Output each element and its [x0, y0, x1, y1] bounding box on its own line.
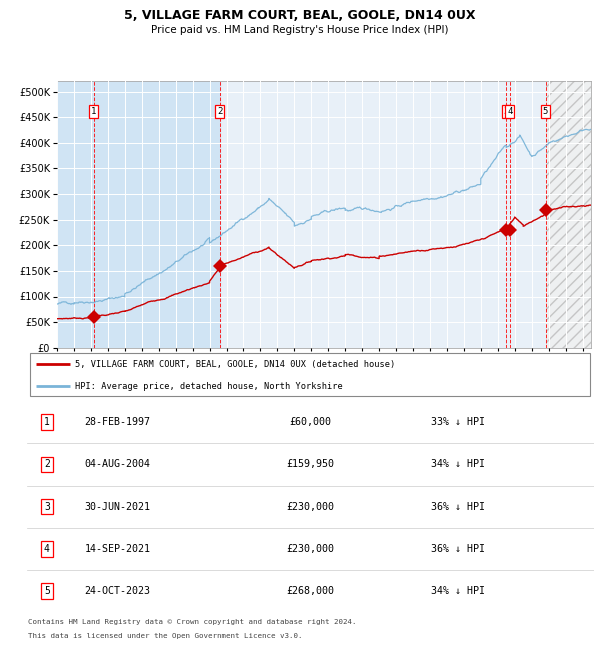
FancyBboxPatch shape [30, 353, 590, 396]
Bar [545, 81, 591, 348]
Text: 5, VILLAGE FARM COURT, BEAL, GOOLE, DN14 0UX: 5, VILLAGE FARM COURT, BEAL, GOOLE, DN14… [124, 9, 476, 22]
Text: 2: 2 [44, 460, 50, 469]
Text: 28-FEB-1997: 28-FEB-1997 [85, 417, 151, 427]
Text: 34% ↓ HPI: 34% ↓ HPI [431, 586, 485, 596]
Text: 3: 3 [503, 107, 509, 116]
Text: Price paid vs. HM Land Registry's House Price Index (HPI): Price paid vs. HM Land Registry's House … [151, 25, 449, 34]
Text: 34% ↓ HPI: 34% ↓ HPI [431, 460, 485, 469]
Text: £159,950: £159,950 [287, 460, 335, 469]
Text: £268,000: £268,000 [287, 586, 335, 596]
Text: 5, VILLAGE FARM COURT, BEAL, GOOLE, DN14 0UX (detached house): 5, VILLAGE FARM COURT, BEAL, GOOLE, DN14… [75, 359, 395, 369]
Text: 24-OCT-2023: 24-OCT-2023 [85, 586, 151, 596]
Text: 5: 5 [543, 107, 548, 116]
Text: Contains HM Land Registry data © Crown copyright and database right 2024.: Contains HM Land Registry data © Crown c… [28, 619, 356, 625]
Text: 14-SEP-2021: 14-SEP-2021 [85, 544, 151, 554]
Text: £60,000: £60,000 [290, 417, 331, 427]
Text: HPI: Average price, detached house, North Yorkshire: HPI: Average price, detached house, Nort… [75, 382, 343, 391]
Text: 1: 1 [44, 417, 50, 427]
Text: £230,000: £230,000 [287, 544, 335, 554]
Text: 04-AUG-2004: 04-AUG-2004 [85, 460, 151, 469]
Text: 36% ↓ HPI: 36% ↓ HPI [431, 544, 485, 554]
Text: 4: 4 [44, 544, 50, 554]
Text: 33% ↓ HPI: 33% ↓ HPI [431, 417, 485, 427]
Text: 4: 4 [507, 107, 512, 116]
Text: 30-JUN-2021: 30-JUN-2021 [85, 502, 151, 512]
Text: 2: 2 [217, 107, 222, 116]
Text: This data is licensed under the Open Government Licence v3.0.: This data is licensed under the Open Gov… [28, 633, 303, 639]
Text: 5: 5 [44, 586, 50, 596]
Text: £230,000: £230,000 [287, 502, 335, 512]
Text: 36% ↓ HPI: 36% ↓ HPI [431, 502, 485, 512]
Text: 3: 3 [44, 502, 50, 512]
Text: 1: 1 [91, 107, 97, 116]
Bar [57, 81, 220, 348]
